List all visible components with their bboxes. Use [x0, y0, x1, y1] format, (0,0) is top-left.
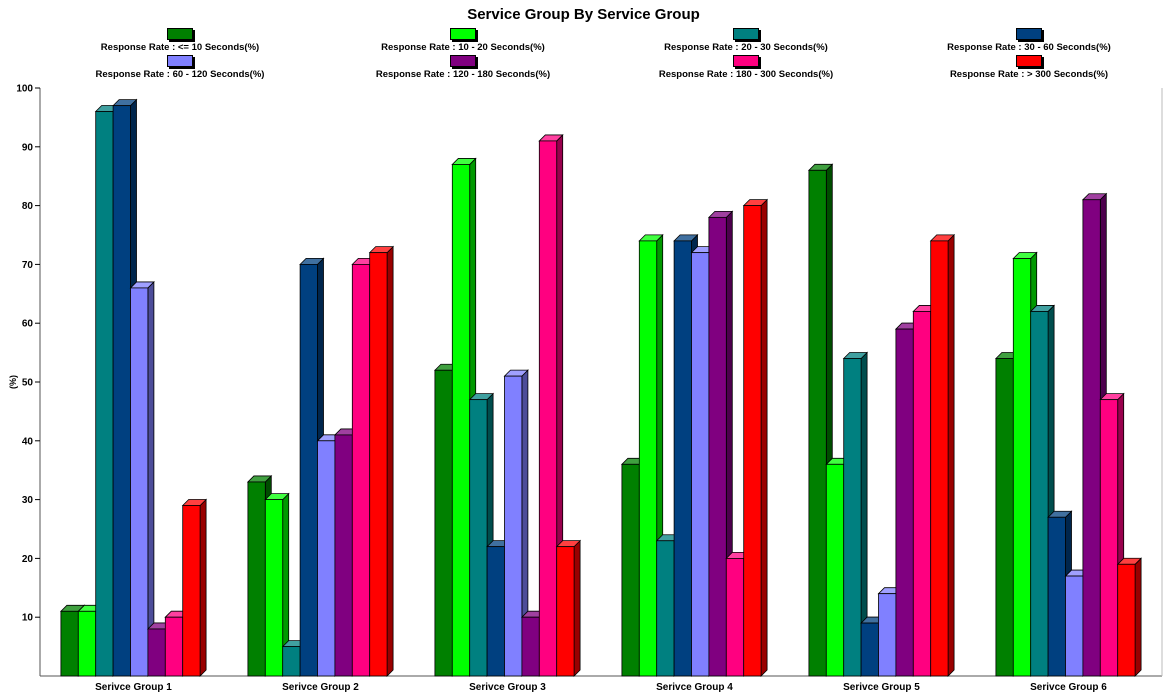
y-tick-label: 70: [22, 260, 34, 271]
x-tick-label: Serivce Group 1: [95, 682, 172, 693]
legend-swatch: [733, 55, 759, 67]
bar-4-2: [638, 233, 664, 677]
legend-swatch: [1016, 55, 1042, 67]
x-tick-label: Serivce Group 6: [1030, 682, 1107, 693]
bar-4-8: [742, 198, 769, 677]
legend-item-2: Response Rate : 10 - 20 Seconds(%): [323, 28, 603, 56]
y-tick-label: 60: [22, 319, 34, 330]
legend-label: Response Rate : 180 - 300 Seconds(%): [658, 69, 834, 80]
bar-1-8: [181, 498, 208, 677]
bar-1-5: [129, 280, 155, 677]
y-tick-label: 10: [22, 613, 34, 624]
legend-label: Response Rate : > 300 Seconds(%): [949, 69, 1109, 80]
legend-swatch: [1016, 28, 1042, 40]
legend-item-1: Response Rate : <= 10 Seconds(%): [40, 28, 320, 56]
bar-3-7: [538, 133, 564, 677]
legend-swatch: [167, 28, 193, 40]
bar-2-2: [264, 492, 290, 677]
x-tick-label: Serivce Group 4: [656, 682, 733, 693]
bar-6-7: [1099, 392, 1125, 677]
legend-label: Response Rate : 20 - 30 Seconds(%): [664, 42, 828, 53]
bar-3-8: [555, 539, 582, 677]
legend-label: Response Rate : 120 - 180 Seconds(%): [375, 69, 551, 80]
bar-3-5: [503, 369, 529, 677]
legend-item-8: Response Rate : > 300 Seconds(%): [889, 55, 1167, 83]
y-tick-label: 40: [22, 436, 34, 447]
legend-label: Response Rate : 60 - 120 Seconds(%): [95, 69, 265, 80]
legend-swatch: [167, 55, 193, 67]
bar-6-8: [1116, 557, 1143, 677]
x-tick-label: Serivce Group 3: [469, 682, 546, 693]
legend-swatch: [733, 28, 759, 40]
x-tick-label: Serivce Group 5: [843, 682, 920, 693]
legend-label: Response Rate : <= 10 Seconds(%): [100, 42, 260, 53]
legend-item-7: Response Rate : 180 - 300 Seconds(%): [606, 55, 886, 83]
chart-legend: Response Rate : <= 10 Seconds(%) Response…: [40, 28, 1160, 84]
legend-swatch: [450, 28, 476, 40]
legend-label: Response Rate : 30 - 60 Seconds(%): [947, 42, 1111, 53]
y-tick-label: 90: [22, 142, 34, 153]
bar-2-8: [368, 245, 395, 677]
bar-5-8: [929, 233, 956, 677]
legend-item-3: Response Rate : 20 - 30 Seconds(%): [606, 28, 886, 56]
bar-5-3: [842, 351, 869, 677]
chart-title: Service Group By Service Group: [467, 6, 700, 23]
legend-label: Response Rate : 10 - 20 Seconds(%): [381, 42, 545, 53]
y-tick-label: 50: [22, 378, 34, 389]
legend-item-4: Response Rate : 30 - 60 Seconds(%): [889, 28, 1167, 56]
legend-swatch: [450, 55, 476, 67]
legend-item-6: Response Rate : 120 - 180 Seconds(%): [323, 55, 603, 83]
y-tick-label: 30: [22, 495, 34, 506]
y-axis-label: (%): [8, 375, 18, 389]
x-tick-label: Serivce Group 2: [282, 682, 359, 693]
y-tick-label: 20: [22, 554, 34, 565]
legend-item-5: Response Rate : 60 - 120 Seconds(%): [40, 55, 320, 83]
y-tick-label: 80: [22, 201, 34, 212]
y-tick-label: 100: [16, 84, 33, 95]
